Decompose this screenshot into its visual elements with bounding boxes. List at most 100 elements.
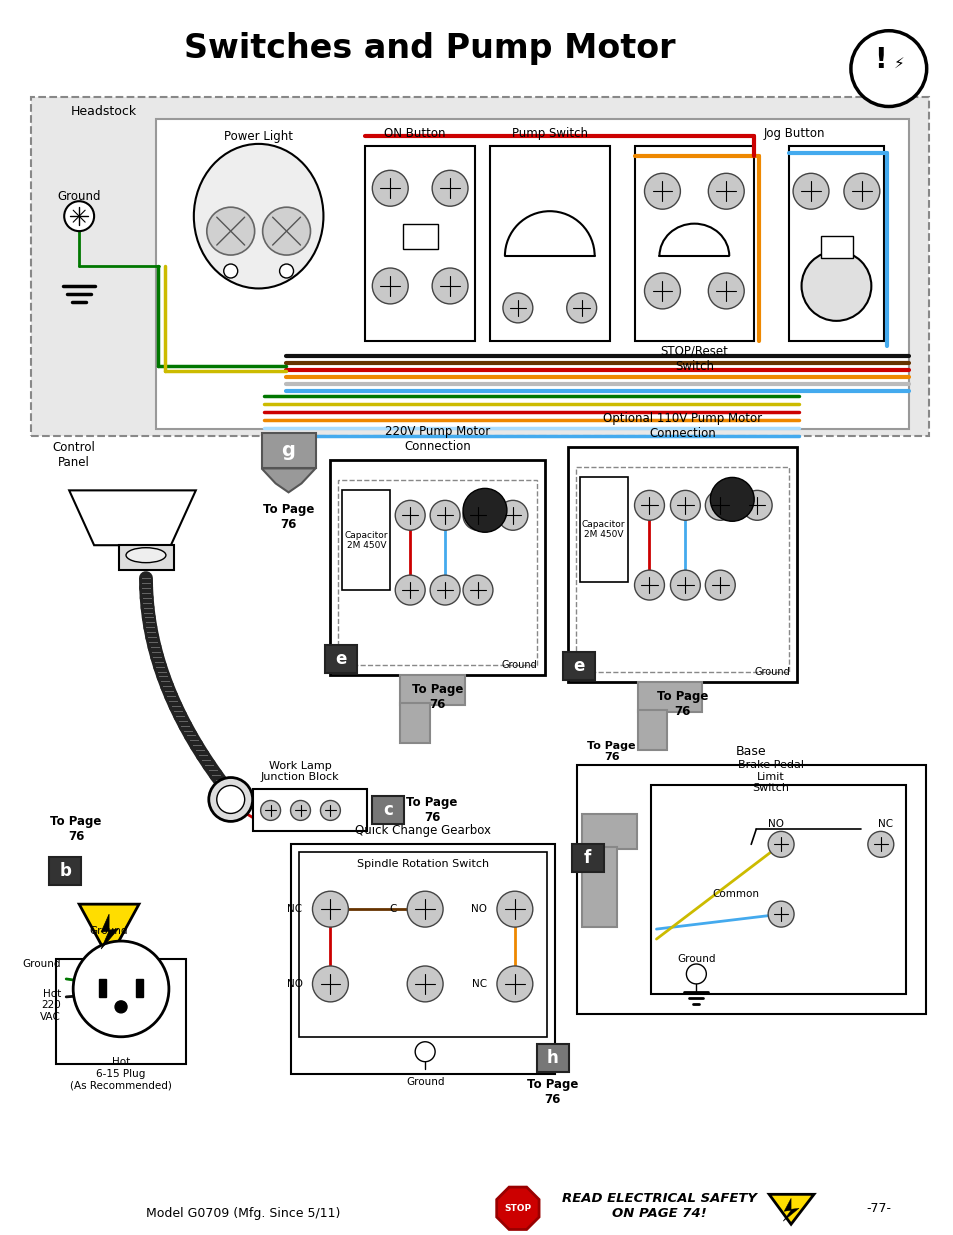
Text: Ground: Ground (677, 953, 715, 965)
Circle shape (291, 800, 310, 820)
Polygon shape (782, 1198, 799, 1221)
Text: To Page
76: To Page 76 (406, 797, 457, 825)
Text: Ground: Ground (57, 190, 101, 203)
Circle shape (73, 941, 169, 1036)
Bar (581, 847, 616, 927)
Bar (634, 147, 754, 341)
Bar (577, 764, 924, 1014)
Circle shape (867, 831, 893, 857)
Text: READ ELECTRICAL SAFETY
ON PAGE 74!: READ ELECTRICAL SAFETY ON PAGE 74! (561, 1192, 756, 1220)
Text: f: f (583, 850, 591, 867)
Bar (342, 490, 390, 590)
Polygon shape (101, 914, 118, 948)
Text: NO: NO (286, 979, 302, 989)
Circle shape (216, 785, 244, 814)
Circle shape (497, 892, 533, 927)
Bar (562, 652, 594, 679)
Bar (155, 120, 908, 429)
Circle shape (685, 965, 705, 984)
Bar (788, 147, 882, 341)
Circle shape (279, 264, 294, 278)
Text: Switches and Pump Motor: Switches and Pump Motor (184, 32, 675, 65)
Circle shape (407, 892, 442, 927)
Bar (575, 467, 788, 672)
Text: NC: NC (878, 819, 892, 830)
Text: Spindle Rotation Switch: Spindle Rotation Switch (356, 860, 488, 869)
Circle shape (497, 966, 533, 1002)
Circle shape (415, 1042, 435, 1062)
Circle shape (313, 966, 348, 1002)
Bar (330, 461, 544, 674)
Bar (400, 674, 464, 705)
Text: b: b (59, 862, 71, 881)
Text: Control
Panel: Control Panel (52, 441, 95, 469)
Bar (325, 645, 357, 673)
Text: e: e (335, 650, 347, 668)
Text: NC: NC (287, 904, 302, 914)
Circle shape (850, 31, 925, 106)
Bar (253, 789, 367, 831)
Text: To Page
76: To Page 76 (51, 815, 102, 844)
Text: To Page
76: To Page 76 (263, 504, 314, 531)
Text: To Page
76: To Page 76 (412, 683, 463, 711)
Circle shape (430, 576, 459, 605)
Polygon shape (497, 1187, 538, 1230)
Text: To Page
76: To Page 76 (656, 690, 707, 718)
Circle shape (644, 173, 679, 209)
Circle shape (262, 207, 310, 256)
Text: NC: NC (472, 979, 486, 989)
Bar (365, 147, 475, 341)
Text: NO: NO (471, 904, 486, 914)
Text: Capacitor
2M 450V: Capacitor 2M 450V (581, 520, 625, 538)
Bar (338, 480, 537, 664)
Text: Jog Button: Jog Button (762, 127, 824, 140)
Text: 220V Pump Motor
Connection: 220V Pump Motor Connection (385, 425, 490, 452)
Circle shape (704, 490, 735, 520)
Bar (50, 857, 81, 885)
Text: STOP/Reset
Switch: STOP/Reset Switch (659, 345, 727, 373)
Circle shape (566, 293, 596, 322)
Text: Headstock: Headstock (71, 105, 137, 119)
Bar (579, 478, 627, 582)
Text: h: h (546, 1049, 558, 1067)
Text: NO: NO (767, 819, 783, 830)
Circle shape (707, 173, 743, 209)
Bar (567, 447, 796, 682)
Polygon shape (79, 904, 139, 960)
Circle shape (670, 490, 700, 520)
Circle shape (462, 576, 493, 605)
Circle shape (502, 293, 533, 322)
Circle shape (670, 571, 700, 600)
Circle shape (64, 201, 94, 231)
Polygon shape (261, 468, 315, 493)
Bar (637, 710, 667, 750)
Text: ON Button: ON Button (384, 127, 445, 140)
Circle shape (644, 273, 679, 309)
Text: Work Lamp
Junction Block: Work Lamp Junction Block (260, 761, 339, 782)
Bar (31, 96, 927, 436)
Ellipse shape (126, 547, 166, 563)
Circle shape (320, 800, 340, 820)
Bar (261, 432, 316, 468)
Text: Ground: Ground (23, 960, 61, 969)
Bar (119, 545, 173, 571)
Text: Model G0709 (Mfg. Since 5/11): Model G0709 (Mfg. Since 5/11) (146, 1207, 340, 1220)
Circle shape (432, 170, 468, 206)
Circle shape (430, 500, 459, 530)
Circle shape (432, 268, 468, 304)
Circle shape (707, 273, 743, 309)
Text: Ground: Ground (90, 926, 129, 936)
Circle shape (462, 500, 493, 530)
Bar (291, 845, 555, 1073)
Circle shape (497, 500, 527, 530)
Circle shape (462, 488, 506, 532)
Text: Capacitor
2M 450V: Capacitor 2M 450V (344, 531, 388, 550)
Text: e: e (573, 657, 584, 674)
Circle shape (395, 576, 425, 605)
Bar (537, 1044, 568, 1072)
Bar (581, 814, 636, 850)
Bar (372, 797, 404, 825)
Circle shape (634, 571, 663, 600)
Circle shape (224, 264, 237, 278)
Text: Quick Change Gearbox: Quick Change Gearbox (355, 824, 490, 837)
